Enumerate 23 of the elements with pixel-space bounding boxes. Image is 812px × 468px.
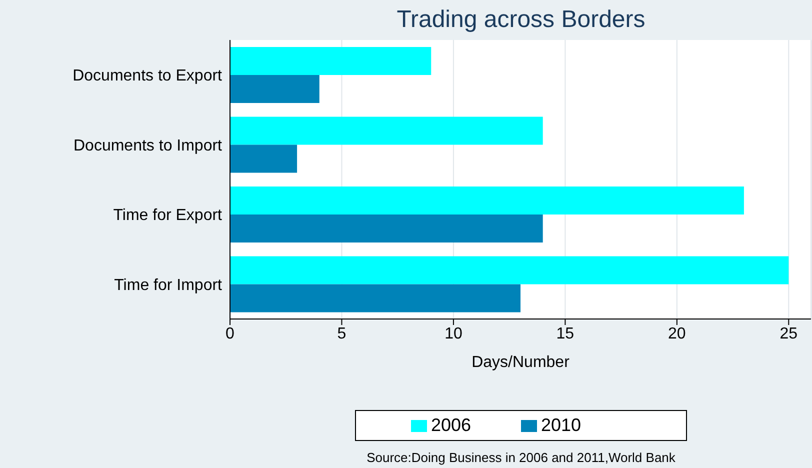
bar [230,74,320,103]
y-tick-label: Time for Import [114,276,223,294]
y-tick-label: Documents to Export [72,68,223,85]
x-tick-label: 15 [556,325,574,342]
bar [230,256,789,284]
x-tick-label: 10 [444,325,462,342]
chart-title: Trading across Borders [396,6,646,34]
x-tick-label: 0 [226,325,235,342]
x-tick-label: 25 [780,325,798,342]
x-axis-title: Days/Number [472,354,570,371]
bar [230,186,744,214]
bar [230,46,432,75]
x-tick-label: 20 [668,325,686,342]
x-tick-label: 5 [337,325,346,342]
legend-label: 2010 [541,415,582,435]
bar [230,144,298,173]
y-tick-label: Time for Export [113,207,223,224]
source-note: Source:Doing Business in 2006 and 2011,World Bank [366,450,676,465]
legend-label: 2006 [430,415,471,435]
bar [230,214,543,242]
bar [230,284,520,312]
y-tick-label: Documents to Import [74,137,223,154]
bar [230,116,543,145]
